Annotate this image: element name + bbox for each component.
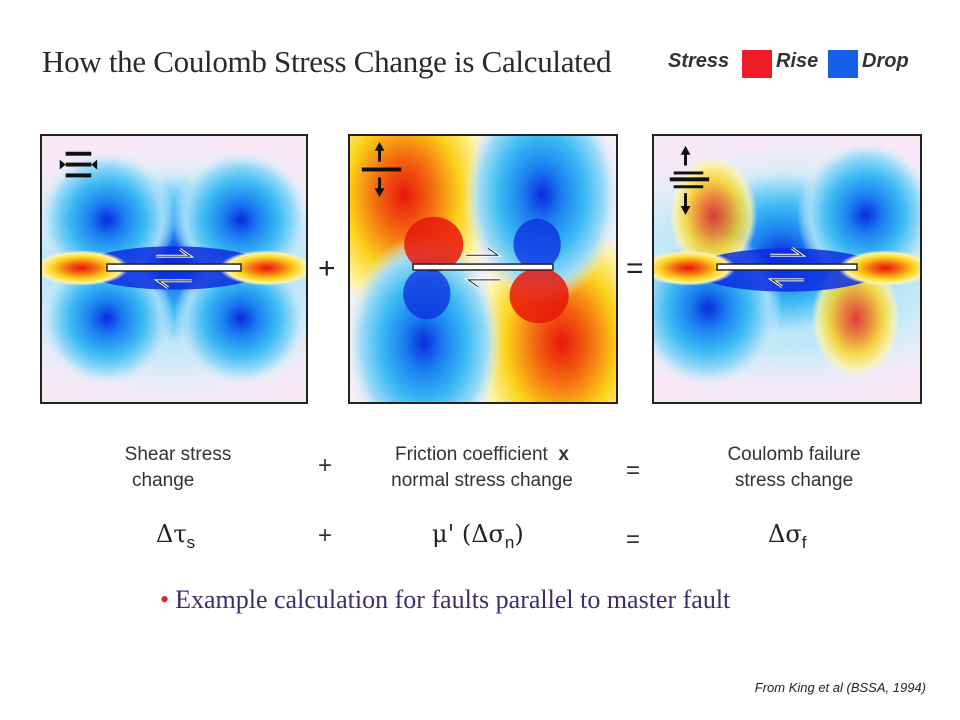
normal-stress-panel bbox=[348, 134, 618, 404]
equals-operator-text: = bbox=[626, 457, 641, 484]
friction-normal-symbol: μ' (Δσn) bbox=[432, 520, 524, 553]
coulomb-desc-line1: Coulomb failure bbox=[727, 444, 861, 465]
coulomb-symbol: Δσf bbox=[768, 520, 806, 553]
equals-operator-equation: = bbox=[626, 526, 641, 553]
shear-description: Shear stress change bbox=[110, 442, 246, 494]
coulomb-symbol-main: Δσ bbox=[768, 520, 802, 548]
shear-symbol-main: Δτ bbox=[156, 520, 187, 548]
coulomb-desc-line2: stress change bbox=[734, 470, 854, 491]
right-lateral-strike-slip-icon bbox=[59, 151, 98, 178]
plus-operator-text: + bbox=[318, 452, 333, 479]
shear-symbol: Δτs bbox=[156, 520, 195, 553]
bullet-dot: • bbox=[160, 585, 170, 614]
plus-operator-equation: + bbox=[318, 522, 333, 549]
friction-times: x bbox=[558, 444, 569, 465]
combined-slip-arrows-icon bbox=[669, 145, 710, 215]
source-credit: From King et al (BSSA, 1994) bbox=[754, 680, 926, 695]
page-title: How the Coulomb Stress Change is Calcula… bbox=[42, 44, 612, 79]
normal-opening-arrows-icon bbox=[361, 141, 402, 198]
shear-desc-line1: Shear stress bbox=[124, 444, 232, 465]
normal-symbol-main: (Δσ bbox=[461, 520, 505, 548]
normal-symbol-sub: n bbox=[504, 533, 515, 552]
friction-description: Friction coefficient x normal stress cha… bbox=[370, 442, 594, 494]
legend-drop-label: Drop bbox=[862, 50, 909, 72]
shear-stress-panel bbox=[40, 134, 308, 404]
legend-rise-label: Rise bbox=[776, 50, 819, 72]
legend-rise-swatch bbox=[742, 50, 772, 78]
plus-operator-panels: + bbox=[318, 252, 336, 285]
normal-symbol-close: ) bbox=[514, 520, 524, 548]
equals-operator-panels: = bbox=[626, 252, 644, 285]
friction-desc-line1: Friction coefficient bbox=[395, 444, 548, 465]
shear-desc-line2: change bbox=[132, 470, 195, 491]
shear-symbol-sub: s bbox=[186, 533, 196, 552]
coulomb-stress-panel bbox=[652, 134, 922, 404]
mu-symbol: μ' bbox=[432, 520, 455, 548]
legend-drop-swatch bbox=[828, 50, 858, 78]
example-bullet-text: Example calculation for faults parallel … bbox=[175, 585, 731, 614]
example-bullet: • Example calculation for faults parallel… bbox=[160, 585, 730, 615]
legend-label: Stress bbox=[668, 50, 730, 72]
friction-desc-line2: normal stress change bbox=[391, 470, 573, 491]
coulomb-symbol-sub: f bbox=[801, 533, 807, 552]
coulomb-description: Coulomb failure stress change bbox=[708, 442, 880, 494]
